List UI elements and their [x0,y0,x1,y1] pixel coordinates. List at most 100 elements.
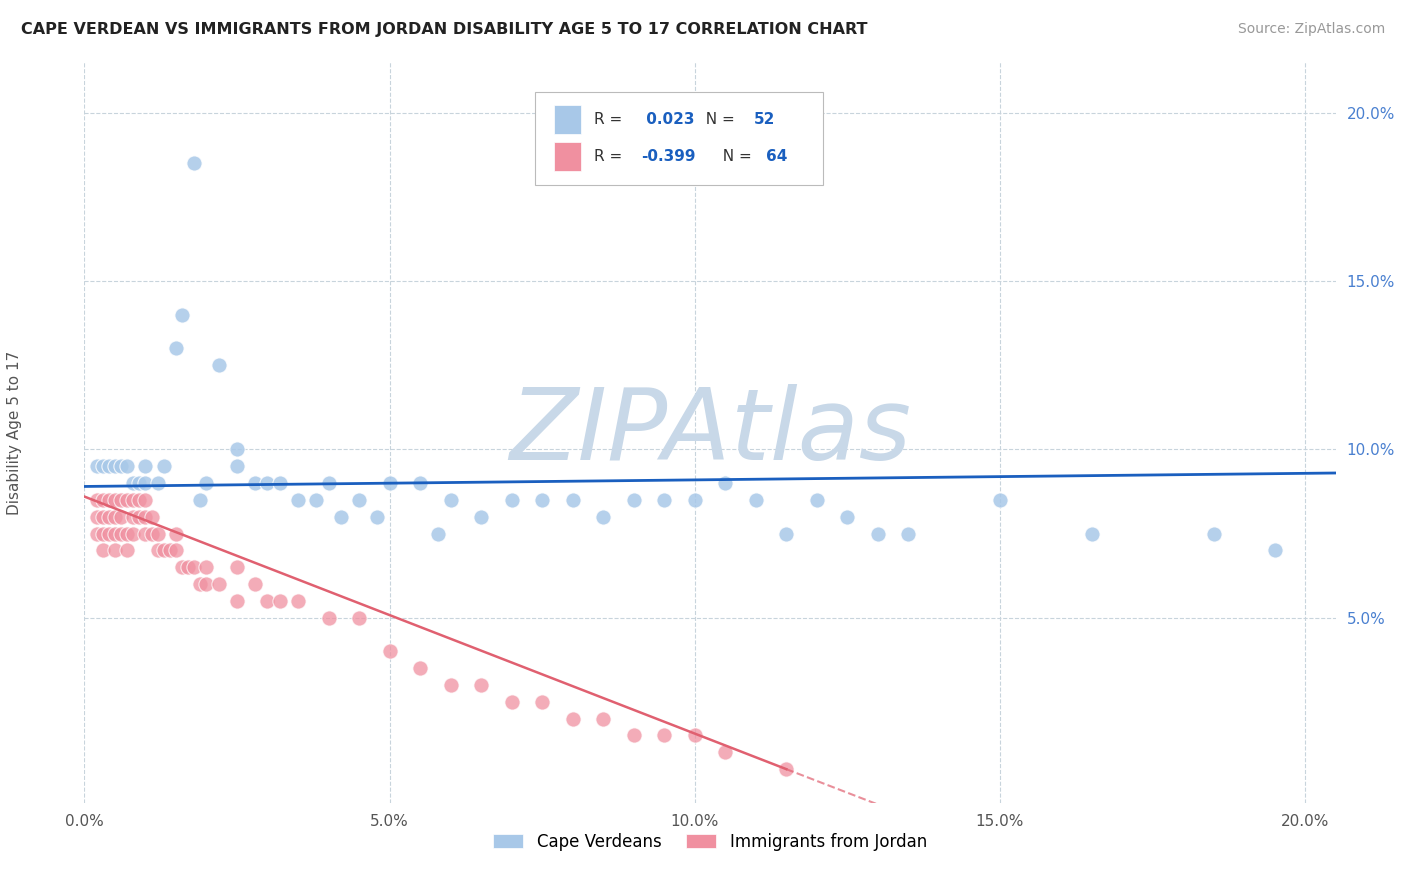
Point [683,729,706,743]
Point [366,509,388,524]
Point [91,526,114,541]
Point [188,492,211,507]
Point [531,695,554,709]
Point [1264,543,1286,558]
Point [122,526,145,541]
Point [183,560,205,574]
Point [91,492,114,507]
Point [287,492,309,507]
Point [97,492,120,507]
Point [146,543,169,558]
Point [152,459,174,474]
Point [714,476,737,491]
Point [1202,526,1225,541]
Point [134,459,156,474]
Point [195,560,218,574]
Point [245,577,267,591]
Point [378,644,401,658]
Text: -0.399: -0.399 [641,149,696,164]
Point [110,459,132,474]
Point [208,577,231,591]
Point [409,661,432,675]
Point [177,560,200,574]
Point [745,492,768,507]
Point [110,526,132,541]
Text: R =: R = [593,149,627,164]
Point [97,459,120,474]
Point [115,492,138,507]
Point [134,492,156,507]
Point [378,476,401,491]
Point [256,476,278,491]
Point [183,156,205,170]
Point [104,543,127,558]
Point [318,476,340,491]
Point [134,526,156,541]
Point [128,509,150,524]
Point [188,577,211,591]
Point [110,492,132,507]
Point [1080,526,1102,541]
Point [714,745,737,759]
Point [170,308,193,322]
Point [104,509,127,524]
Point [439,492,461,507]
Text: Source: ZipAtlas.com: Source: ZipAtlas.com [1237,22,1385,37]
Point [115,459,138,474]
Point [226,560,249,574]
Point [104,492,127,507]
Point [592,509,614,524]
Text: 52: 52 [754,112,775,127]
Point [170,560,193,574]
Point [165,342,187,356]
Point [86,526,108,541]
Point [501,695,523,709]
Point [110,509,132,524]
Point [806,492,828,507]
Point [91,509,114,524]
Point [347,492,370,507]
Point [897,526,920,541]
Point [86,459,108,474]
Text: R =: R = [593,112,627,127]
Point [470,509,492,524]
Legend: Cape Verdeans, Immigrants from Jordan: Cape Verdeans, Immigrants from Jordan [486,826,934,857]
Point [287,594,309,608]
Point [146,526,169,541]
Point [256,594,278,608]
Point [91,543,114,558]
Y-axis label: Disability Age 5 to 17: Disability Age 5 to 17 [7,351,22,515]
Point [305,492,328,507]
Point [409,476,432,491]
FancyBboxPatch shape [554,104,581,135]
Point [501,492,523,507]
Text: ZIPAtlas: ZIPAtlas [509,384,911,481]
Point [208,359,231,373]
Point [141,509,163,524]
Text: N =: N = [713,149,756,164]
Point [86,509,108,524]
Point [122,492,145,507]
Point [165,543,187,558]
Point [159,543,181,558]
Point [115,526,138,541]
Point [269,476,291,491]
Point [652,729,675,743]
Point [439,678,461,692]
Point [269,594,291,608]
Point [561,492,583,507]
Text: 0.023: 0.023 [641,112,695,127]
Point [837,509,859,524]
Point [318,610,340,624]
Point [531,492,554,507]
FancyBboxPatch shape [554,142,581,171]
Point [775,762,797,776]
Point [245,476,267,491]
Point [195,476,218,491]
Point [988,492,1011,507]
Point [427,526,450,541]
Point [141,526,163,541]
Text: N =: N = [696,112,740,127]
Point [226,594,249,608]
Point [866,526,889,541]
